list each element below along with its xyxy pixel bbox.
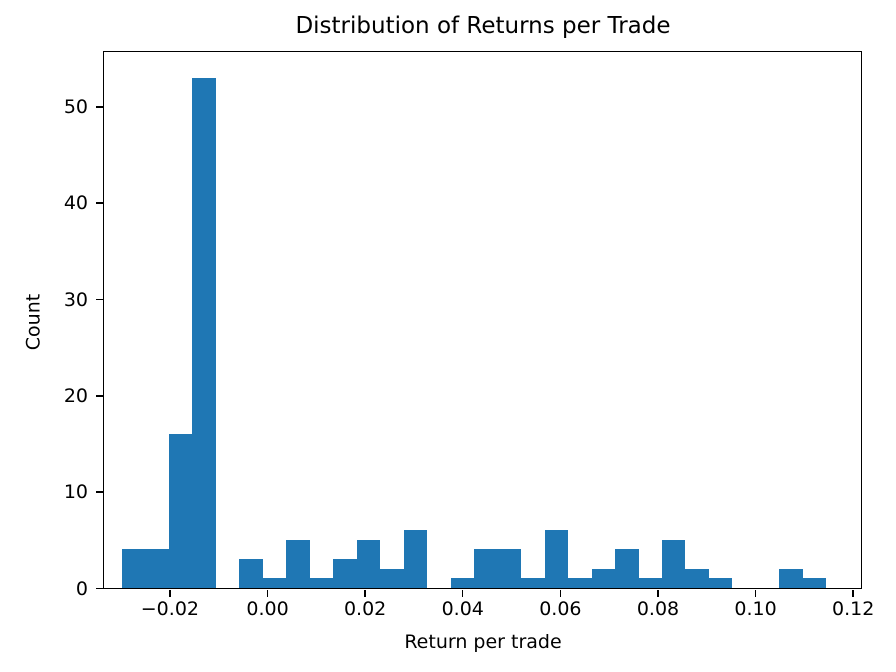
histogram-bar: [568, 578, 592, 588]
histogram-bar: [262, 578, 287, 588]
y-tick-label: 30: [63, 288, 88, 311]
x-tick-label: 0.00: [246, 598, 289, 620]
histogram-bars: [104, 52, 861, 588]
x-tick-mark: [657, 590, 659, 597]
histogram-bar: [474, 549, 498, 588]
histogram-bar: [708, 578, 733, 588]
histogram-bar: [662, 539, 686, 588]
histogram-bar: [521, 578, 545, 588]
x-tick-label: 0.12: [832, 598, 875, 620]
y-tick-mark: [95, 202, 103, 204]
y-tick-mark: [95, 395, 103, 397]
histogram-bar: [497, 549, 522, 588]
histogram-bar: [169, 433, 193, 588]
histogram-bar: [591, 568, 616, 588]
y-tick-label: 40: [63, 192, 88, 215]
plot-area: [103, 51, 862, 589]
histogram-bar: [309, 578, 334, 588]
y-tick-mark: [95, 491, 103, 493]
x-tick-label: 0.04: [441, 598, 484, 620]
y-tick-label: 0: [75, 577, 88, 600]
histogram-bar: [192, 77, 216, 588]
histogram-bar: [403, 530, 428, 588]
x-tick-label: −0.02: [140, 598, 199, 620]
chart-title: Distribution of Returns per Trade: [295, 13, 671, 39]
histogram-bar: [286, 539, 310, 588]
histogram-bar: [779, 568, 803, 588]
histogram-bar: [450, 578, 475, 588]
x-tick-label: 0.10: [734, 598, 777, 620]
x-tick-label: 0.08: [636, 598, 680, 620]
x-axis-label: Return per trade: [404, 631, 562, 653]
y-tick-label: 20: [63, 384, 88, 407]
histogram-bar: [333, 559, 357, 588]
y-tick-label: 50: [63, 95, 88, 118]
histogram-bar: [145, 549, 169, 588]
x-tick-mark: [559, 590, 562, 597]
histogram-bar: [380, 568, 404, 588]
x-tick-label: 0.02: [343, 598, 387, 620]
histogram-bar: [544, 530, 569, 588]
histogram-bar: [615, 549, 639, 588]
x-tick-mark: [461, 590, 464, 597]
histogram-bar: [356, 539, 381, 588]
x-tick-mark: [169, 590, 171, 597]
y-tick-mark: [95, 587, 103, 590]
x-tick-label: 0.06: [539, 598, 582, 620]
histogram-bar: [122, 549, 146, 588]
histogram-bar: [239, 559, 263, 588]
histogram-bar: [638, 578, 662, 588]
y-tick-mark: [95, 298, 103, 301]
y-tick-mark: [95, 106, 103, 108]
x-tick-mark: [754, 590, 757, 597]
x-tick-mark: [266, 590, 269, 597]
x-tick-mark: [364, 590, 366, 597]
histogram-bar: [802, 578, 827, 588]
x-tick-mark: [852, 590, 854, 597]
y-tick-label: 10: [63, 481, 88, 504]
histogram-bar: [685, 568, 709, 588]
